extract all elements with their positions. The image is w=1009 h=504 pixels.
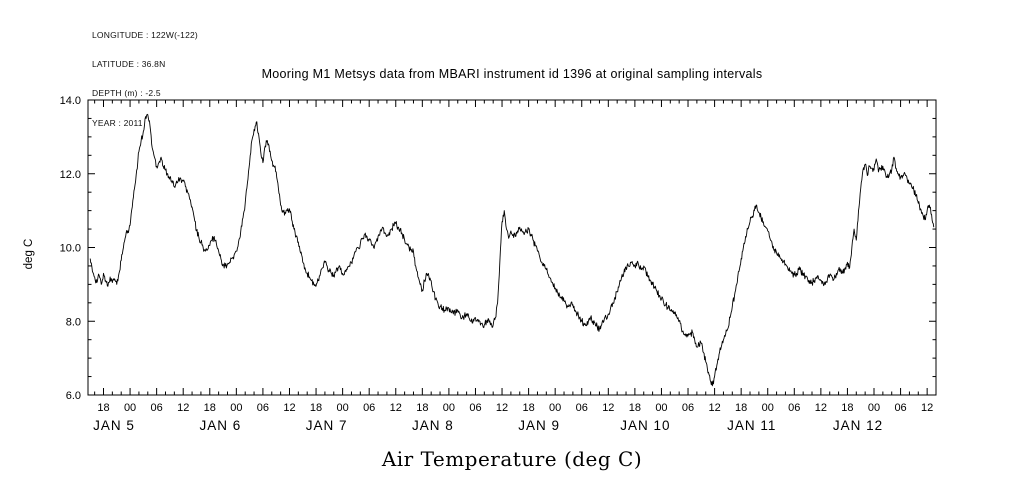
svg-text:12.0: 12.0 — [60, 169, 81, 181]
svg-text:18: 18 — [522, 402, 534, 414]
svg-text:06: 06 — [576, 402, 588, 414]
svg-text:18: 18 — [416, 402, 428, 414]
svg-text:12: 12 — [283, 402, 295, 414]
svg-text:12: 12 — [602, 402, 614, 414]
svg-text:12: 12 — [496, 402, 508, 414]
svg-text:06: 06 — [151, 402, 163, 414]
latitude-label: LATITUDE : 36.8N — [92, 58, 166, 69]
svg-text:JAN 7: JAN 7 — [306, 418, 348, 433]
svg-text:JAN 8: JAN 8 — [412, 418, 454, 433]
svg-text:06: 06 — [257, 402, 269, 414]
svg-text:00: 00 — [336, 402, 348, 414]
svg-text:14.0: 14.0 — [60, 95, 81, 107]
svg-text:18: 18 — [629, 402, 641, 414]
svg-text:JAN 6: JAN 6 — [199, 418, 241, 433]
svg-text:6.0: 6.0 — [66, 390, 81, 402]
svg-text:JAN 10: JAN 10 — [620, 418, 670, 433]
svg-text:10.0: 10.0 — [60, 243, 81, 255]
metadata-block: LONGITUDE : 122W(-122) LATITUDE : 36.8N … — [92, 11, 198, 148]
svg-text:JAN 12: JAN 12 — [833, 418, 883, 433]
svg-text:12: 12 — [815, 402, 827, 414]
svg-text:12: 12 — [921, 402, 933, 414]
svg-text:18: 18 — [310, 402, 322, 414]
svg-text:00: 00 — [655, 402, 667, 414]
svg-text:00: 00 — [230, 402, 242, 414]
svg-text:06: 06 — [682, 402, 694, 414]
svg-text:18: 18 — [204, 402, 216, 414]
svg-text:06: 06 — [894, 402, 906, 414]
x-axis-title: Air Temperature (deg C) — [381, 447, 643, 471]
svg-text:00: 00 — [868, 402, 880, 414]
svg-text:JAN 5: JAN 5 — [93, 418, 135, 433]
longitude-label: LONGITUDE : 122W(-122) — [92, 29, 198, 40]
svg-text:00: 00 — [549, 402, 561, 414]
svg-text:18: 18 — [841, 402, 853, 414]
y-axis-label: deg C — [23, 238, 35, 270]
plot-title: Mooring M1 Metsys data from MBARI instru… — [261, 67, 763, 81]
svg-text:06: 06 — [788, 402, 800, 414]
svg-text:12: 12 — [708, 402, 720, 414]
svg-text:00: 00 — [124, 402, 136, 414]
svg-text:18: 18 — [97, 402, 109, 414]
svg-text:00: 00 — [762, 402, 774, 414]
depth-label: DEPTH (m) : -2.5 — [92, 88, 161, 99]
year-label: YEAR : 2011 — [92, 117, 143, 128]
svg-text:8.0: 8.0 — [66, 316, 81, 328]
svg-text:JAN 11: JAN 11 — [727, 418, 776, 433]
svg-text:18: 18 — [735, 402, 747, 414]
svg-text:06: 06 — [469, 402, 481, 414]
svg-text:12: 12 — [177, 402, 189, 414]
svg-text:06: 06 — [363, 402, 375, 414]
svg-text:JAN 9: JAN 9 — [518, 418, 560, 433]
svg-text:12: 12 — [390, 402, 402, 414]
svg-text:00: 00 — [443, 402, 455, 414]
